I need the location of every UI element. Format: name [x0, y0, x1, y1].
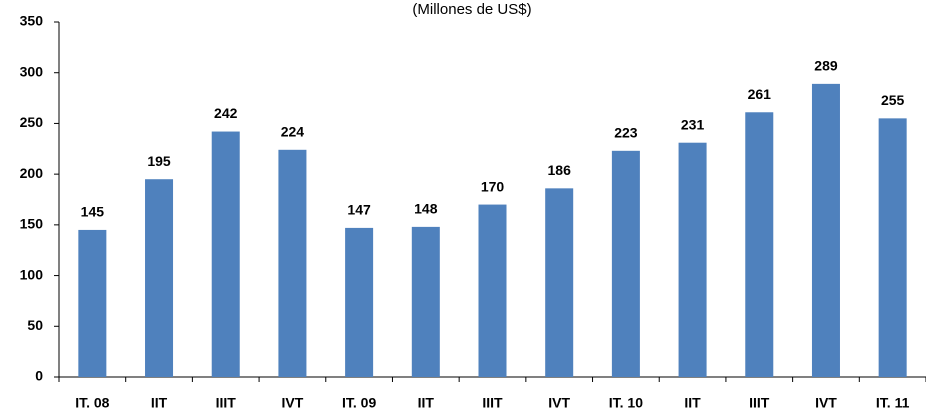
bar: [611, 150, 640, 377]
bar: [211, 131, 240, 377]
value-label: 148: [414, 201, 438, 217]
bar: [78, 229, 107, 377]
x-tick-label: IVT: [548, 395, 570, 411]
value-label: 261: [748, 86, 772, 102]
value-label: 231: [681, 116, 705, 132]
bar: [745, 112, 774, 378]
x-tick-label: IT. 10: [609, 395, 643, 411]
bar: [345, 227, 374, 377]
chart-subtitle: (Millones de US$): [412, 1, 531, 18]
y-tick-label: 200: [20, 165, 44, 181]
x-tick-label: IT. 09: [342, 395, 376, 411]
value-label: 145: [81, 204, 105, 220]
value-label: 224: [281, 124, 305, 140]
bar: [811, 83, 840, 377]
x-tick-label: IT. 11: [876, 395, 910, 411]
value-label: 170: [481, 178, 505, 194]
y-tick-label: 100: [20, 266, 44, 282]
y-tick-label: 150: [20, 216, 44, 232]
bar: [278, 149, 307, 377]
x-tick-label: IIIT: [749, 395, 770, 411]
value-label: 147: [347, 202, 371, 218]
y-tick-label: 50: [27, 317, 43, 333]
y-tick-label: 300: [20, 63, 44, 79]
bar: [478, 204, 507, 377]
x-tick-label: IIT: [418, 395, 435, 411]
x-tick-label: IIT: [684, 395, 701, 411]
x-tick-label: IIIT: [216, 395, 237, 411]
value-label: 289: [814, 58, 838, 74]
y-tick-label: 250: [20, 114, 44, 130]
x-tick-label: IIIT: [482, 395, 503, 411]
x-tick-label: IT. 08: [75, 395, 109, 411]
y-tick-label: 350: [20, 13, 44, 29]
x-tick-label: IVT: [282, 395, 304, 411]
x-tick-label: IVT: [815, 395, 837, 411]
x-tick-label: IIT: [151, 395, 168, 411]
value-label: 255: [881, 92, 905, 108]
bar: [545, 188, 574, 377]
y-tick-label: 0: [35, 368, 43, 384]
value-label: 195: [147, 153, 171, 169]
bar: [678, 142, 707, 377]
value-label: 223: [614, 125, 638, 141]
bar: [878, 118, 907, 377]
bar: [411, 226, 440, 377]
value-label: 186: [548, 162, 572, 178]
bar: [145, 179, 174, 377]
value-label: 242: [214, 105, 238, 121]
